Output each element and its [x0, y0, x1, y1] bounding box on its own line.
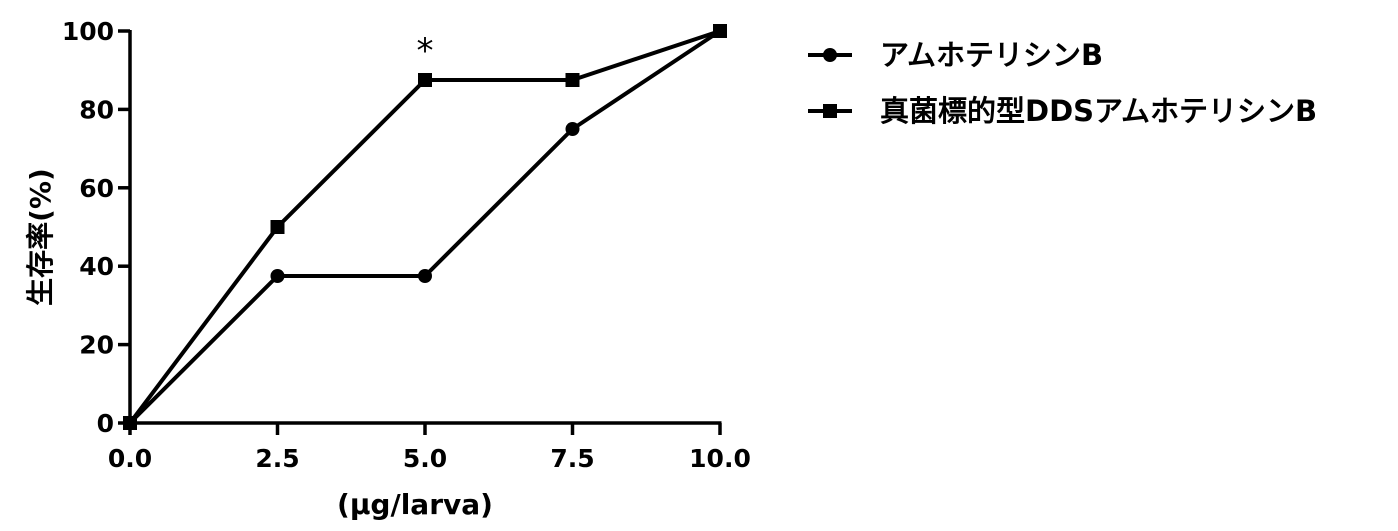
series-line — [128, 29, 722, 425]
x-axis-title: (μg/larva) — [337, 488, 493, 521]
data-point — [123, 416, 137, 430]
legend-label: アムホテリシンB — [880, 38, 1103, 72]
data-point — [713, 24, 727, 38]
chart-series — [123, 24, 727, 430]
legend-marker — [823, 48, 837, 62]
data-point — [270, 220, 285, 234]
legend-marker — [823, 104, 837, 118]
data-point — [418, 269, 432, 283]
x-tick-label: 5.0 — [403, 444, 447, 473]
chart-annotations: * — [417, 31, 434, 71]
x-tick-label: 7.5 — [550, 444, 594, 473]
legend-label: 真菌標的型DDSアムホテリシンB — [880, 94, 1317, 128]
data-point — [418, 73, 432, 87]
y-tick-label: 100 — [62, 17, 114, 46]
series-dds-amphotericin-b — [123, 24, 727, 430]
chart-legend: アムホテリシンB 真菌標的型DDSアムホテリシンB — [808, 38, 1317, 128]
data-point — [270, 269, 285, 283]
y-axis-title: 生存率(%) — [24, 168, 57, 306]
x-tick-label: 2.5 — [255, 444, 299, 473]
x-tick-label: 0.0 — [108, 444, 152, 473]
y-tick-label: 20 — [79, 331, 114, 360]
y-tick-label: 80 — [79, 95, 114, 124]
y-tick-label: 0 — [97, 409, 114, 438]
x-tick-label: 10.0 — [689, 444, 751, 473]
significance-asterisk: * — [417, 31, 434, 71]
y-tick-label: 60 — [79, 174, 114, 203]
chart-ticks: 0 20 40 60 80 100 0.0 2.5 5.0 7.5 10.0 — [62, 17, 751, 473]
data-point — [565, 73, 580, 87]
legend-entry: アムホテリシンB — [808, 38, 1103, 72]
y-tick-label: 40 — [79, 252, 114, 281]
data-point — [565, 122, 580, 136]
legend-entry: 真菌標的型DDSアムホテリシンB — [808, 94, 1317, 128]
